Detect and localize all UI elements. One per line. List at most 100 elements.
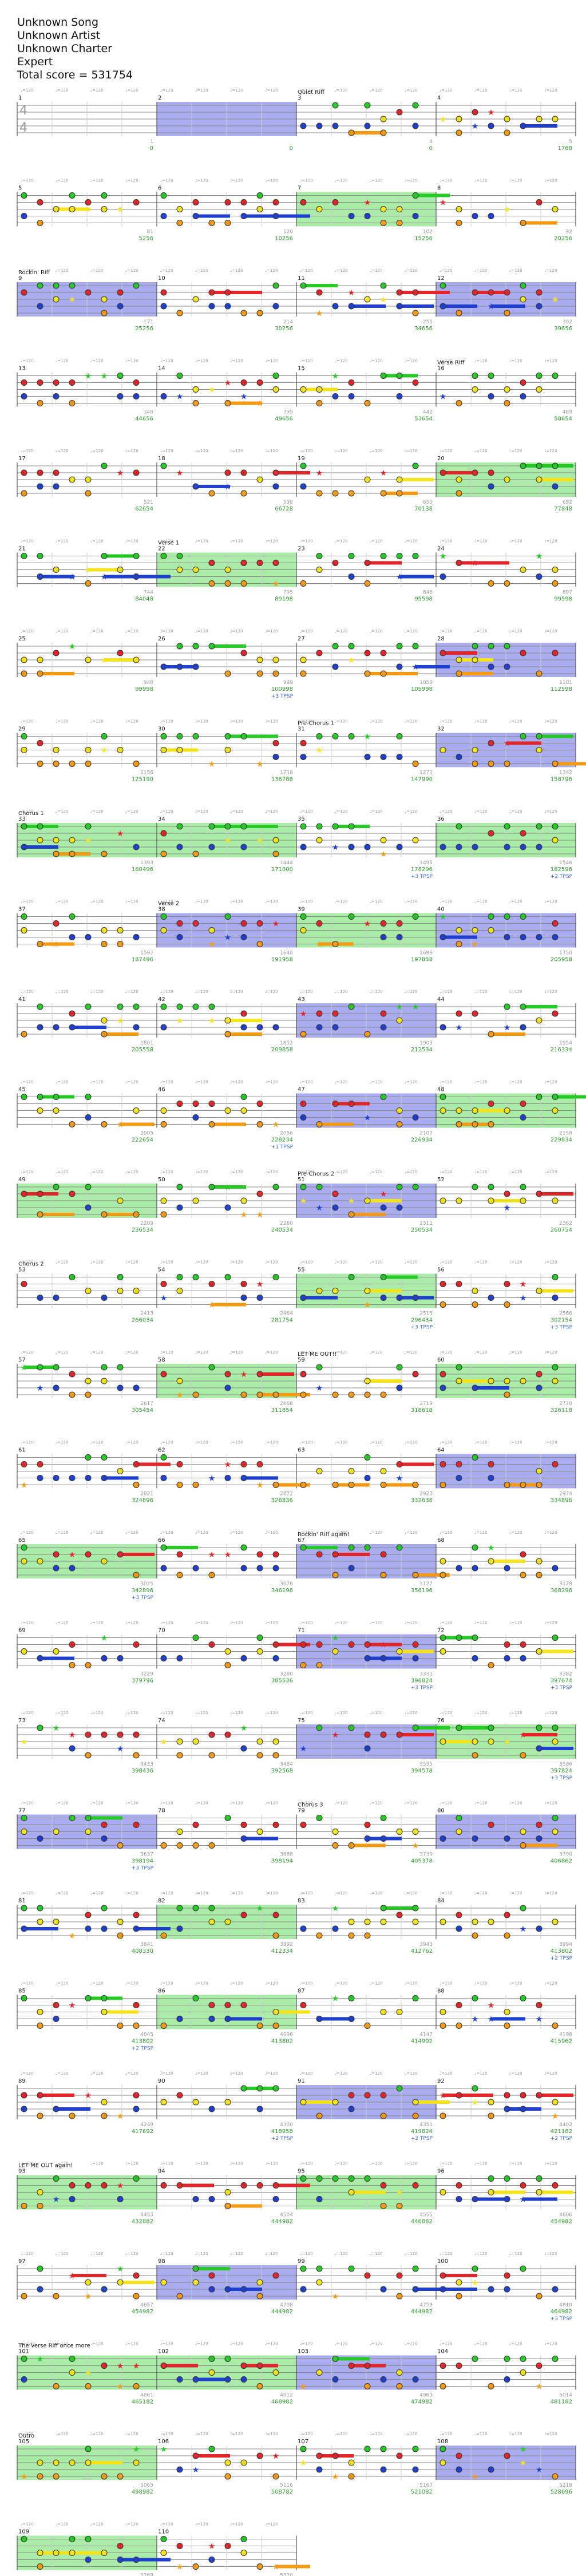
note-gem <box>396 1017 403 1024</box>
note-gem <box>488 2286 494 2293</box>
note-gem <box>21 823 27 830</box>
note-gem <box>380 2466 387 2473</box>
tempo-marker: ♩=120 <box>21 1530 34 1535</box>
sustain-trail <box>539 478 573 481</box>
measure-score: 385536 <box>271 1678 293 1684</box>
note-gem <box>192 733 199 739</box>
measure-number: 94 <box>158 2169 165 2175</box>
tempo-marker: ♩=120 <box>370 2162 383 2166</box>
note-gem <box>316 1815 323 1821</box>
tempo-marker: ♩=120 <box>90 179 104 183</box>
note-gem <box>21 1544 27 1551</box>
sustain-trail <box>104 658 138 662</box>
measure-number: 110 <box>158 2529 169 2535</box>
note-gem <box>53 1475 60 1481</box>
note-gem <box>364 1745 371 1752</box>
note-gem <box>176 1378 183 1384</box>
note-gem <box>117 1468 124 1474</box>
note-count: 1597 <box>140 951 153 956</box>
measure-number: 20 <box>437 456 445 462</box>
note-gem <box>504 1190 510 1197</box>
sustain-trail <box>351 304 386 308</box>
note-gem <box>348 643 355 650</box>
note-gem <box>552 1197 559 1204</box>
measure-number: 4 <box>437 95 441 101</box>
note-gem <box>348 1391 355 1398</box>
note-gem <box>160 830 167 837</box>
tempo-marker: ♩=120 <box>474 449 488 453</box>
tempo-marker: ♩=120 <box>160 1711 173 1715</box>
note-gem <box>256 310 263 316</box>
note-gem <box>552 761 559 767</box>
sustain-trail <box>276 2010 310 2014</box>
sustain-trail <box>24 1927 58 1930</box>
note-gem <box>272 1932 279 1939</box>
note-gem <box>380 553 387 559</box>
note-gem <box>332 1842 339 1849</box>
note-gem <box>364 1454 371 1461</box>
sustain-trail <box>443 304 477 308</box>
note-gem <box>364 2363 371 2369</box>
tempo-marker: ♩=120 <box>160 629 173 634</box>
note-gem <box>504 1655 510 1661</box>
note-gem <box>396 109 403 116</box>
tempo-marker: ♩=120 <box>440 2342 453 2347</box>
tempo-marker: ♩=120 <box>56 268 69 273</box>
tempo-marker: ♩=120 <box>405 449 418 453</box>
measure-number: 57 <box>18 1357 26 1363</box>
note-gem <box>101 206 108 212</box>
tempo-marker: ♩=120 <box>335 1981 348 1986</box>
star-note: ★ <box>85 2292 92 2301</box>
note-gem <box>272 1482 279 1488</box>
note-count: 3280 <box>280 1672 293 1677</box>
note-gem <box>224 1384 231 1391</box>
note-gem <box>53 2002 60 2008</box>
note-gem <box>412 2286 419 2293</box>
note-gem <box>117 1288 124 1294</box>
note-gem <box>300 1544 307 1551</box>
tempo-marker: ♩=120 <box>160 1170 173 1174</box>
measure-number: 85 <box>18 1988 26 1995</box>
note-gem <box>37 2112 43 2119</box>
note-gem <box>176 663 183 670</box>
note-gem <box>456 1912 462 1918</box>
note-gem <box>272 213 279 219</box>
note-gem <box>176 1003 183 1010</box>
tempo-marker: ♩=120 <box>56 359 69 363</box>
note-gem <box>396 934 403 940</box>
note-count: 4861 <box>140 2393 153 2399</box>
tempo-marker: ♩=120 <box>56 900 69 904</box>
note-gem <box>504 2376 510 2383</box>
tempo-marker: ♩=120 <box>300 2071 313 2076</box>
note-count: 102 <box>423 229 433 235</box>
tempo-marker: ♩=120 <box>335 2342 348 2347</box>
tempo-marker: ♩=120 <box>544 179 557 183</box>
star-note: ★ <box>332 1634 339 1643</box>
note-gem <box>69 913 76 920</box>
tpsp-multiplier: +2 TPSP <box>411 2136 433 2142</box>
note-gem <box>256 476 263 483</box>
measure-score: 281754 <box>271 1317 293 1324</box>
note-gem <box>472 1010 478 1017</box>
note-gem <box>348 1482 355 1488</box>
measure-number: 28 <box>437 636 445 642</box>
sustain-trail <box>399 575 434 579</box>
note-gem <box>488 663 494 670</box>
note-gem <box>256 1648 263 1655</box>
note-gem <box>316 1121 323 1127</box>
note-gem <box>396 643 403 650</box>
tempo-marker: ♩=120 <box>300 2251 313 2256</box>
measure-number: 6 <box>158 185 161 192</box>
note-gem <box>396 1384 403 1391</box>
star-note: ★ <box>69 642 76 651</box>
sustain-trail <box>399 304 434 308</box>
note-gem <box>208 1641 215 1648</box>
note-gem <box>472 1995 478 2001</box>
note-gem <box>412 379 419 386</box>
note-gem <box>440 747 446 753</box>
note-gem <box>160 1121 167 1127</box>
tempo-marker: ♩=120 <box>370 359 383 363</box>
measure-number: 87 <box>298 1988 305 1995</box>
note-gem <box>536 1384 543 1391</box>
sustain-trail <box>228 1019 262 1022</box>
